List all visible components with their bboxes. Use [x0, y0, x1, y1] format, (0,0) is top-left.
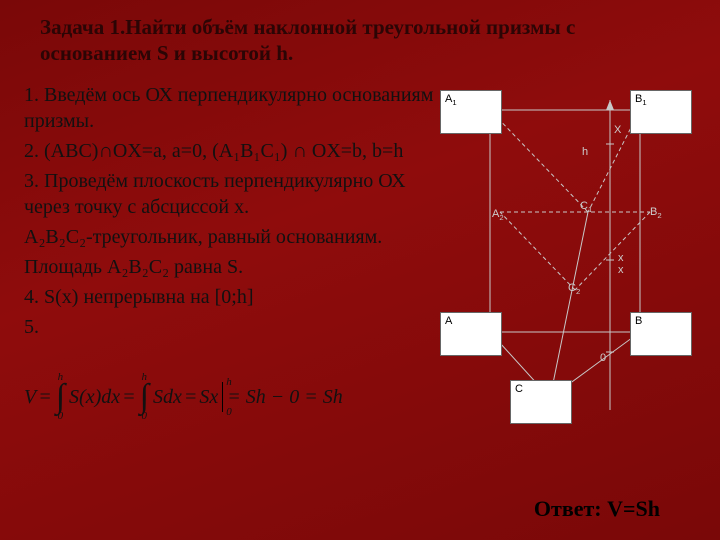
step-2: 2. (ABC)∩OX=a, a=0, (A₁B₁C₁) ∩ OX=b, b=h [24, 138, 444, 164]
step-3c: Площадь A₂B₂C₂ равна S. [24, 254, 444, 280]
formula-eq3: = [184, 386, 198, 409]
volume-formula: V = h ∫ 0 S(x)dx = h ∫ 0 Sdx = Sx h 0 = … [24, 372, 343, 422]
step-5: 5. [24, 314, 444, 340]
vertex-box-C: C [510, 380, 572, 424]
eval-bar: h 0 [222, 382, 223, 412]
integral-1: h ∫ 0 [56, 372, 65, 422]
step-3a: 3. Проведём плоскость перпендикулярно ОХ… [24, 168, 444, 220]
vertex-box-B: B [630, 312, 692, 356]
formula-eq2: = [122, 386, 136, 409]
label-x: x [618, 252, 624, 264]
label-A2: A2 [492, 208, 504, 220]
integrand-2: Sdx [153, 386, 182, 409]
label-C1: C1 [580, 200, 592, 212]
formula-lhs: V [24, 386, 36, 409]
integrand-1: S(x)dx [69, 386, 120, 409]
label-C2: C2 [568, 282, 580, 294]
step-1: 1. Введём ось ОХ перпендикулярно основан… [24, 82, 444, 134]
label-B2: B2 [650, 206, 662, 218]
formula-sx: Sx [199, 386, 218, 409]
vertex-box-B1: B1 [630, 90, 692, 134]
formula-tail: = Sh − 0 = Sh [227, 386, 343, 409]
solution-text: 1. Введём ось ОХ перпендикулярно основан… [24, 82, 444, 344]
label-x2: x [618, 264, 624, 276]
label-zero: 0 [600, 352, 606, 364]
vertex-box-A: A [440, 312, 502, 356]
prism-diagram: A1 B1 A B C X h x x 0 A2 B2 C1 C2 [440, 80, 700, 460]
axis-label-X: X [614, 124, 621, 136]
vertex-box-A1: A1 [440, 90, 502, 134]
step-4: 4. S(x) непрерывна на [0;h] [24, 284, 444, 310]
problem-title: Задача 1.Найти объём наклонной треугольн… [40, 14, 680, 67]
answer: Ответ: V=Sh [534, 496, 660, 522]
integral-2: h ∫ 0 [140, 372, 149, 422]
label-h: h [582, 146, 588, 158]
step-3b: A₂B₂C₂-треугольник, равный основаниям. [24, 224, 444, 250]
formula-eq: = [38, 386, 52, 409]
